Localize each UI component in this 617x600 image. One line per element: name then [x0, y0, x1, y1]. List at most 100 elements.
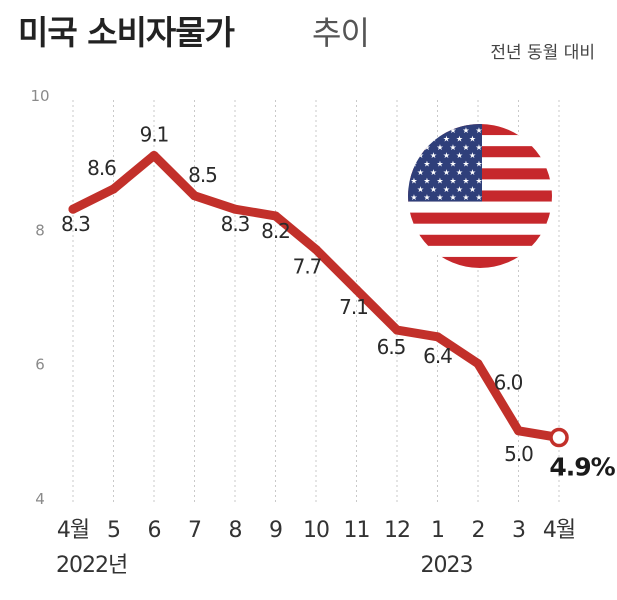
flag-star: ★: [462, 143, 469, 152]
us-flag-icon: ★ ★ ★ ★ ★ ★★ ★ ★ ★ ★★ ★ ★ ★ ★ ★★ ★ ★ ★ ★★ ★ ★ ★ ★ ★★ ★ ★ ★ ★★ ★ ★ ★ ★ ★★…: [408, 124, 552, 268]
data-labels: 8.3 8.6 9.1 8.5 8.3 8.27.7 7.1 6.5 6.4 6.0 5.0 4.9%: [61, 122, 617, 482]
chart-subtitle: 전년 동월 대비: [490, 43, 595, 63]
data-label: 7.7: [293, 254, 322, 278]
year-label: 2022년: [56, 553, 127, 578]
series-line: [68, 150, 569, 448]
data-point: [514, 426, 523, 436]
data-label: 6.0: [494, 371, 523, 395]
x-tick-label: 5: [107, 518, 120, 543]
flag-stripe: [408, 201, 552, 214]
flag-star: ★: [475, 160, 482, 169]
flag-star: ★: [456, 168, 463, 177]
flag-star: ★: [423, 193, 430, 202]
y-tick-label: 8: [35, 221, 45, 239]
flag-star: ★: [469, 134, 476, 143]
data-label: 8.3: [61, 212, 90, 236]
flag-star: ★: [423, 143, 430, 152]
flag-star: ★: [449, 143, 456, 152]
flag-stripe: [408, 223, 552, 236]
x-tick-label: 6: [148, 518, 161, 543]
data-point: [271, 211, 280, 221]
flag-star: ★: [475, 126, 482, 135]
year-label: 2023: [421, 553, 473, 578]
x-tick-label: 9: [269, 518, 282, 543]
data-label: 6.5: [377, 335, 406, 359]
flag-star: ★: [449, 126, 456, 135]
flag-star: ★: [436, 143, 443, 152]
flag-star: ★: [456, 185, 463, 194]
flag-star: ★: [475, 193, 482, 202]
flag-stripe: [408, 234, 552, 247]
y-tick-label: 6: [35, 356, 45, 374]
data-point: [352, 285, 361, 295]
data-label: 8.6: [87, 156, 116, 180]
flag-star: ★: [443, 168, 450, 177]
flag-star: ★: [443, 151, 450, 160]
x-tick-label: 12: [384, 518, 410, 543]
data-point: [433, 332, 442, 342]
data-label: 9.1: [140, 122, 169, 146]
flag-star: ★: [430, 168, 437, 177]
flag-star: ★: [449, 193, 456, 202]
y-axis: 10 8 6 4: [30, 87, 49, 508]
y-tick-label: 10: [30, 87, 49, 105]
flag-star: ★: [456, 134, 463, 143]
data-point: [392, 325, 402, 335]
x-tick-label: 7: [188, 518, 201, 543]
flag-body: ★ ★ ★ ★ ★ ★★ ★ ★ ★ ★★ ★ ★ ★ ★ ★★ ★ ★ ★ ★★ ★ ★ ★ ★ ★★ ★ ★ ★ ★★ ★ ★ ★ ★ ★★…: [408, 124, 552, 268]
flag-star: ★: [410, 126, 417, 135]
flag-star: ★: [410, 143, 417, 152]
x-tick-label: 8: [229, 518, 242, 543]
flag-star: ★: [417, 151, 424, 160]
flag-star: ★: [430, 185, 437, 194]
flag-star: ★: [475, 143, 482, 152]
flag-star: ★: [436, 160, 443, 169]
data-label: 8.5: [188, 163, 217, 187]
data-label: 5.0: [504, 442, 533, 466]
flag-star: ★: [423, 176, 430, 185]
data-label: 6.4: [423, 344, 452, 368]
flag-star: ★: [423, 126, 430, 135]
flag-star: ★: [449, 160, 456, 169]
flag-star: ★: [417, 185, 424, 194]
data-point: [190, 191, 199, 201]
flag-star: ★: [417, 168, 424, 177]
flag-star: ★: [462, 126, 469, 135]
data-label-highlight: 4.9%: [549, 453, 615, 482]
flag-star: ★: [469, 168, 476, 177]
flag-star: ★: [462, 176, 469, 185]
chart-title: 미국 소비자물가: [18, 13, 235, 52]
x-tick-label: 3: [512, 518, 525, 543]
flag-star: ★: [456, 151, 463, 160]
data-point: [473, 359, 483, 369]
flag-star: ★: [449, 176, 456, 185]
flag-star: ★: [443, 134, 450, 143]
flag-star: ★: [469, 185, 476, 194]
x-tick-label: 10: [303, 518, 329, 543]
data-point: [230, 204, 240, 214]
x-tick-label: 4월: [543, 518, 575, 543]
data-point-highlight: [549, 427, 569, 448]
data-label: 8.3: [221, 212, 250, 236]
flag-star: ★: [430, 151, 437, 160]
flag-star: ★: [462, 193, 469, 202]
data-point: [68, 204, 78, 214]
flag-stripe: [408, 256, 552, 268]
data-point: [311, 244, 321, 254]
data-label: 7.1: [339, 295, 368, 319]
x-tick-label: 11: [344, 518, 370, 543]
flag-star: ★: [475, 176, 482, 185]
y-tick-label: 4: [35, 490, 45, 508]
flag-star: ★: [436, 176, 443, 185]
chart-title-suffix: 추이: [312, 14, 370, 52]
flag-star: ★: [462, 160, 469, 169]
x-tick-label: 2: [472, 518, 485, 543]
flag-star: ★: [410, 176, 417, 185]
flag-stripe: [408, 212, 552, 225]
x-tick-label: 4월: [57, 518, 89, 543]
flag-star: ★: [443, 185, 450, 194]
flag-star: ★: [436, 193, 443, 202]
